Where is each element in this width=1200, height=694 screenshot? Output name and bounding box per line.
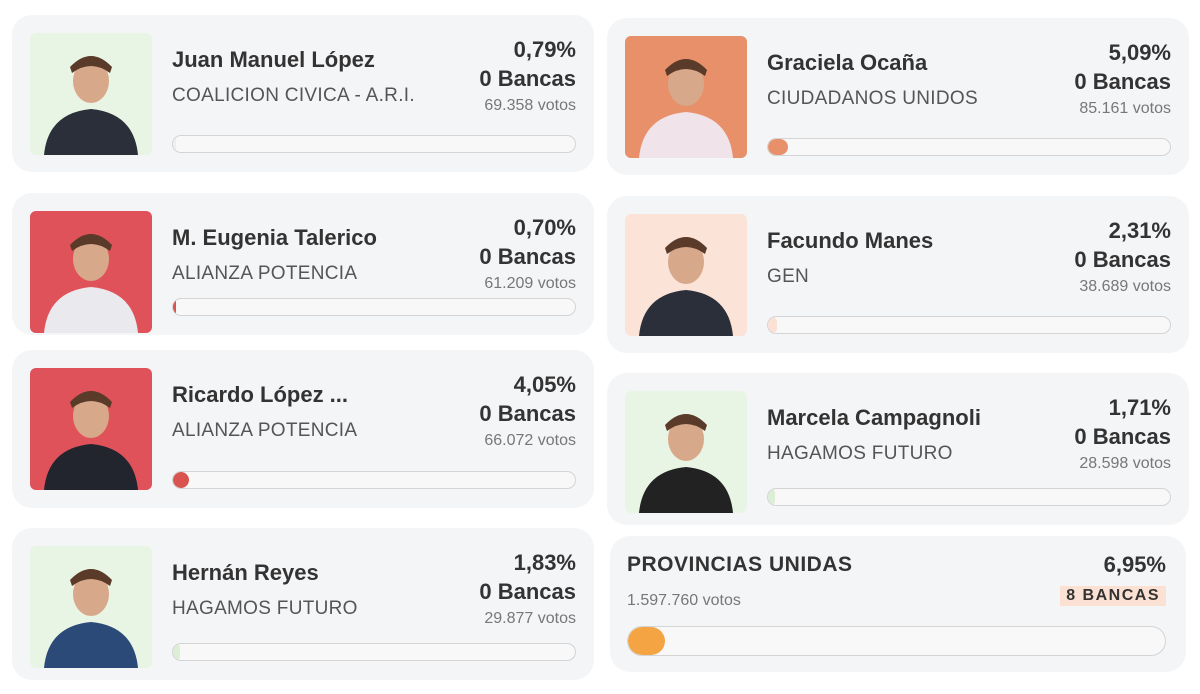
progress-fill xyxy=(628,627,666,655)
party-name: PROVINCIAS UNIDAS xyxy=(627,553,853,576)
seats-badge: 8 BANCAS xyxy=(1060,586,1166,606)
seats-label: 0 Bancas xyxy=(479,579,576,604)
seats-label: 8 BANCAS xyxy=(1060,586,1166,606)
party-name: ALIANZA POTENCIA xyxy=(172,263,358,284)
candidate-name: Graciela Ocaña xyxy=(767,50,928,75)
seats-label: 0 Bancas xyxy=(1074,69,1171,94)
photo-silhouette xyxy=(639,237,733,336)
candidate-photo xyxy=(625,214,747,336)
candidate-photo xyxy=(30,33,152,155)
progress-fill xyxy=(173,472,190,488)
party-total-card: PROVINCIAS UNIDAS 1.597.760 votos 6,95% 8 B… xyxy=(610,536,1186,672)
party-name: HAGAMOS FUTURO xyxy=(767,443,953,464)
votes-label: 66.072 votos xyxy=(484,432,576,449)
candidate-card: Ricardo López ... ALIANZA POTENCIA 4,05% 0 … xyxy=(12,350,594,508)
party-name: ALIANZA POTENCIA xyxy=(172,420,358,441)
progress-track xyxy=(172,298,576,316)
candidate-card: M. Eugenia Talerico ALIANZA POTENCIA 0,70%… xyxy=(12,193,594,335)
candidate-card: Hernán Reyes HAGAMOS FUTURO 1,83% 0 Bancas 2… xyxy=(12,528,594,680)
candidate-name: Juan Manuel López xyxy=(172,47,375,72)
candidate-card: Juan Manuel López COALICION CIVICA - A.R.… xyxy=(12,15,594,172)
percent-label: 2,31% xyxy=(1108,218,1171,243)
party-name: GEN xyxy=(767,266,810,287)
progress-fill xyxy=(173,299,176,315)
candidate-name: Facundo Manes xyxy=(767,228,934,253)
progress-fill xyxy=(173,644,181,660)
votes-label: 38.689 votos xyxy=(1079,278,1171,295)
candidate-name: Hernán Reyes xyxy=(172,560,319,585)
photo-silhouette xyxy=(44,56,138,155)
candidate-name: M. Eugenia Talerico xyxy=(172,225,377,250)
percent-label: 1,83% xyxy=(513,550,576,575)
progress-track xyxy=(172,643,576,661)
votes-label: 69.358 votos xyxy=(484,97,576,114)
percent-label: 0,79% xyxy=(513,37,576,62)
candidate-name: Marcela Campagnoli xyxy=(767,405,981,430)
party-name: COALICION CIVICA - A.R.I. xyxy=(172,85,415,106)
photo-silhouette xyxy=(44,569,138,668)
photo-silhouette xyxy=(639,414,733,513)
candidate-name: Ricardo López ... xyxy=(172,382,349,407)
percent-label: 4,05% xyxy=(513,372,576,397)
photo-silhouette xyxy=(44,391,138,490)
photo-silhouette xyxy=(639,59,733,158)
progress-fill xyxy=(173,136,177,152)
candidate-photo xyxy=(30,211,152,333)
percent-label: 1,71% xyxy=(1108,395,1171,420)
candidate-card: Marcela Campagnoli HAGAMOS FUTURO 1,71% 0 B… xyxy=(607,373,1189,525)
candidate-photo xyxy=(30,368,152,490)
candidate-card: Graciela Ocaña CIUDADANOS UNIDOS 5,09% 0 Ba… xyxy=(607,18,1189,175)
votes-label: 28.598 votos xyxy=(1079,455,1171,472)
seats-label: 0 Bancas xyxy=(479,244,576,269)
progress-track xyxy=(627,626,1166,656)
votes-label: 29.877 votos xyxy=(484,610,576,627)
seats-label: 0 Bancas xyxy=(1074,247,1171,272)
progress-track xyxy=(767,138,1171,156)
progress-fill xyxy=(768,317,778,333)
votes-label: 61.209 votos xyxy=(484,275,576,292)
candidate-photo xyxy=(625,391,747,513)
party-name: CIUDADANOS UNIDOS xyxy=(767,88,978,109)
votes-label: 85.161 votos xyxy=(1079,100,1171,117)
seats-label: 0 Bancas xyxy=(479,66,576,91)
progress-fill xyxy=(768,489,775,505)
votes-label: 1.597.760 votos xyxy=(627,592,741,609)
percent-label: 0,70% xyxy=(513,215,576,240)
progress-track xyxy=(767,488,1171,506)
percent-label: 6,95% xyxy=(1103,552,1166,577)
seats-label: 0 Bancas xyxy=(1074,424,1171,449)
photo-silhouette xyxy=(44,234,138,333)
percent-label: 5,09% xyxy=(1108,40,1171,65)
progress-track xyxy=(767,316,1171,334)
party-name: HAGAMOS FUTURO xyxy=(172,598,358,619)
progress-track xyxy=(172,135,576,153)
candidate-photo xyxy=(625,36,747,158)
progress-fill xyxy=(768,139,789,155)
progress-track xyxy=(172,471,576,489)
candidate-card: Facundo Manes GEN 2,31% 0 Bancas 38.689 voto… xyxy=(607,196,1189,353)
candidate-photo xyxy=(30,546,152,668)
seats-label: 0 Bancas xyxy=(479,401,576,426)
